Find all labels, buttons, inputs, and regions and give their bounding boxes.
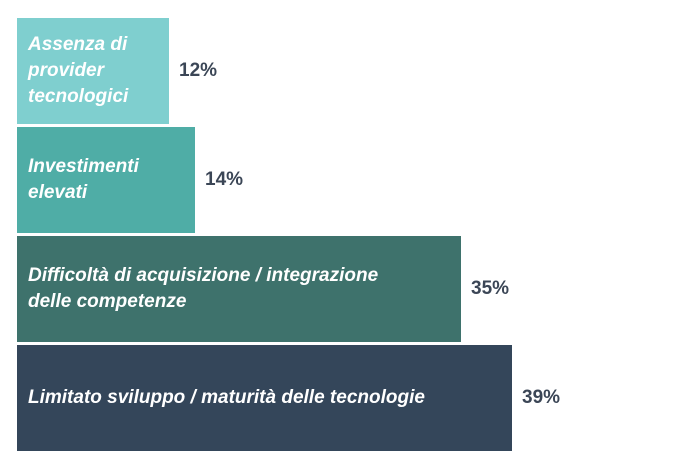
bar-category-label: Difficoltà di acquisizione / integrazion… bbox=[28, 265, 379, 312]
bar-value-label: 39% bbox=[522, 387, 561, 408]
bar-category-label: Limitato sviluppo / maturità delle tecno… bbox=[28, 387, 425, 408]
bar-value-label: 14% bbox=[205, 169, 244, 190]
bar-4: Limitato sviluppo / maturità delle tecno… bbox=[17, 345, 512, 451]
bar-category-label: Assenza di provider tecnologici bbox=[28, 34, 129, 107]
bar-1: Assenza di provider tecnologici bbox=[17, 18, 169, 124]
bar-2: Investimenti elevati bbox=[17, 127, 195, 233]
bar-category-label: Investimenti elevati bbox=[28, 156, 139, 203]
bar-value-label: 12% bbox=[179, 60, 218, 81]
bar-value-label: 35% bbox=[471, 278, 510, 299]
bar-3: Difficoltà di acquisizione / integrazion… bbox=[17, 236, 461, 342]
